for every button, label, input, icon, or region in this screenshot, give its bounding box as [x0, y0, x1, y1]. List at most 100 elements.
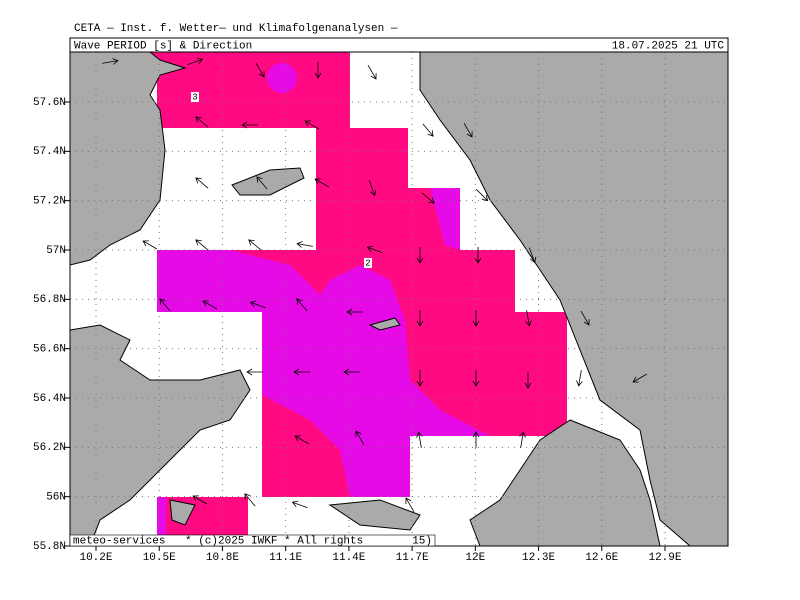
arrow-shaft — [474, 247, 482, 264]
valid-time: 18.07.2025 21 UTC — [612, 40, 725, 52]
lon-label: 10.2E — [79, 552, 112, 564]
arrow-shaft — [421, 192, 435, 204]
arrow-shaft — [576, 370, 583, 387]
lon-label: 12E — [465, 552, 485, 564]
contour-label: 3 — [192, 92, 197, 102]
arrow-shaft — [192, 495, 208, 505]
arrow-shaft — [416, 370, 424, 387]
arrow — [294, 435, 310, 445]
arrow — [472, 370, 480, 387]
land — [469, 419, 661, 546]
lon-label: 10.5E — [143, 552, 176, 564]
arrow — [524, 372, 532, 389]
lat-label: 57.2N — [33, 196, 66, 208]
contour-label-box — [191, 92, 199, 102]
period-zone — [430, 188, 460, 250]
arrow — [256, 176, 268, 190]
arrow-shaft — [519, 431, 526, 448]
arrow-shaft — [472, 431, 480, 448]
arrow — [476, 189, 489, 202]
arrow-shaft — [159, 298, 171, 312]
arrow-shaft — [472, 310, 480, 327]
arrow-shaft — [367, 64, 377, 80]
land — [70, 52, 187, 266]
arrow — [405, 497, 415, 513]
arrow-shaft — [528, 247, 537, 264]
arrow — [246, 368, 263, 376]
arrow — [248, 239, 262, 251]
lon-label: 11.4E — [332, 552, 365, 564]
lat-label: 56.6N — [33, 344, 66, 356]
arrow — [368, 180, 377, 197]
arrow — [416, 370, 424, 387]
arrow-shaft — [102, 58, 119, 65]
arrow-shaft — [195, 116, 209, 128]
map-area — [70, 52, 728, 546]
arrow — [366, 245, 383, 254]
arrow-shaft — [195, 239, 209, 251]
arrow-shaft — [416, 431, 423, 448]
arrow-shaft — [256, 176, 268, 190]
arrow — [472, 310, 480, 327]
arrow — [159, 298, 171, 312]
arrow-shaft — [524, 372, 532, 389]
arrow — [195, 239, 209, 251]
arrow — [343, 368, 360, 376]
contour-label-box — [364, 258, 372, 268]
arrow-shaft — [632, 373, 648, 383]
arrow — [195, 116, 209, 128]
arrow-shaft — [416, 310, 424, 327]
arrow-shaft — [255, 62, 265, 78]
arrow — [421, 192, 435, 204]
lon-label: 12.6E — [585, 552, 618, 564]
arrow — [472, 431, 480, 448]
footer-source: meteo-services — [73, 535, 165, 547]
land — [70, 324, 251, 546]
lat-label: 56N — [46, 492, 66, 504]
arrow-shaft — [244, 493, 256, 507]
arrow — [632, 373, 648, 383]
arrow-shaft — [296, 241, 313, 248]
arrow-shaft — [314, 62, 322, 79]
arrow-shaft — [366, 245, 383, 254]
lon-label: 12.9E — [648, 552, 681, 564]
arrow — [241, 121, 258, 129]
period-zone — [157, 250, 490, 497]
arrow — [576, 370, 583, 387]
arrow-shaft — [476, 189, 489, 202]
arrow-shaft — [472, 370, 480, 387]
arrow — [195, 177, 209, 189]
period-zone — [157, 497, 166, 546]
arrow — [296, 241, 313, 248]
arrow — [255, 62, 265, 78]
arrow — [416, 247, 424, 264]
arrow-shaft — [580, 310, 590, 326]
arrow-shaft — [294, 435, 310, 445]
arrow — [314, 178, 330, 188]
arrow — [102, 58, 119, 65]
arrow — [416, 310, 424, 327]
arrow — [142, 240, 158, 250]
arrow — [346, 308, 363, 316]
arrow-shaft — [293, 368, 310, 376]
arrow-shaft — [249, 300, 266, 309]
contour-label: 2 — [365, 258, 370, 268]
lon-label: 11.7E — [396, 552, 429, 564]
arrow-shaft — [368, 180, 377, 197]
arrow — [291, 500, 308, 509]
arrow — [304, 120, 320, 130]
product-name: Wave PERIOD [s] & Direction — [74, 40, 252, 52]
lon-label: 10.8E — [206, 552, 239, 564]
arrow-shaft — [304, 120, 320, 130]
arrow-shaft — [314, 178, 330, 188]
arrow-shaft — [525, 310, 532, 327]
arrow-shaft — [246, 368, 263, 376]
arrow — [580, 310, 590, 326]
arrow-shaft — [187, 57, 204, 66]
lat-label: 57N — [46, 245, 66, 257]
lat-label: 57.6N — [33, 97, 66, 109]
footer-suffix: 15) — [412, 535, 432, 547]
arrow — [192, 495, 208, 505]
arrow-shaft — [296, 298, 308, 312]
arrow — [187, 57, 204, 66]
